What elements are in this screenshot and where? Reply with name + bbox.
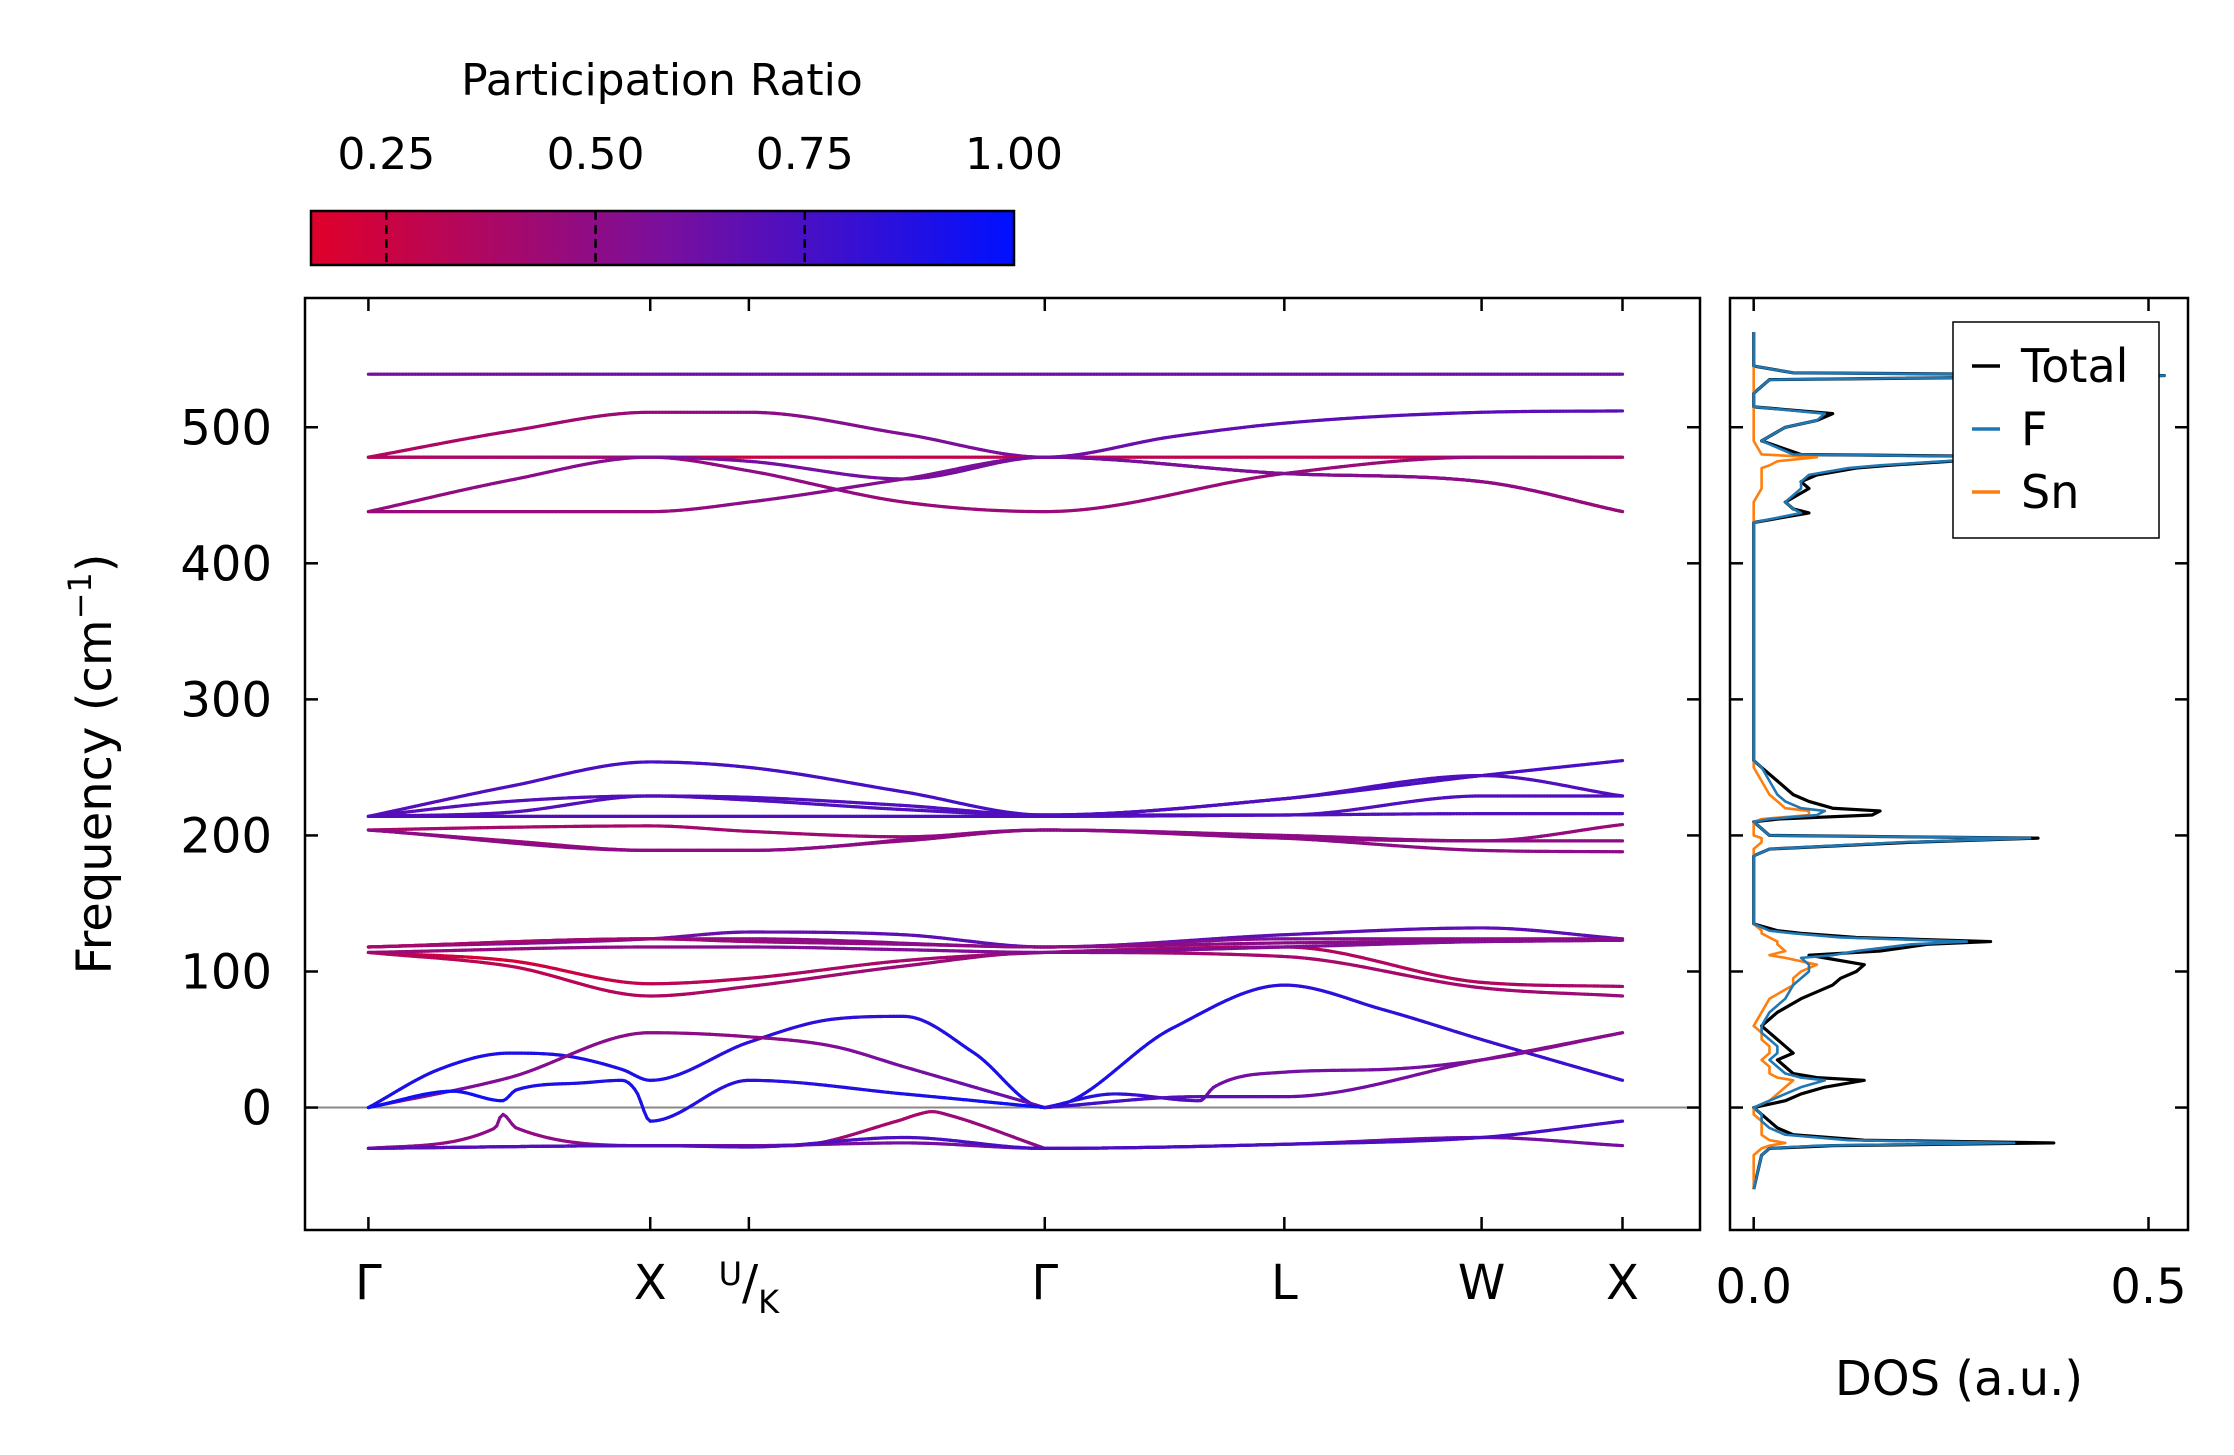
- colorbar: Participation Ratio 0.25 0.50 0.75 1.00: [309, 55, 1063, 267]
- colorbar-ticks: [385, 211, 807, 265]
- band-lines: [366, 372, 1625, 1150]
- band: [366, 455, 1625, 514]
- colorbar-tick-labels: 0.25 0.50 0.75 1.00: [337, 129, 1063, 180]
- colorbar-gradient: [309, 209, 1016, 267]
- colorbar-tick-label: 0.75: [756, 129, 854, 180]
- band: [366, 773, 1625, 818]
- colorbar-tick-label: 1.00: [965, 129, 1063, 180]
- band: [366, 409, 1625, 459]
- band-segment: [1617, 509, 1625, 514]
- colorbar-tick-label: 0.25: [337, 129, 435, 180]
- colorbar-title: Participation Ratio: [461, 55, 863, 106]
- colorbar-tick-label: 0.50: [547, 129, 645, 180]
- band: [366, 455, 1625, 514]
- band: [366, 455, 1625, 514]
